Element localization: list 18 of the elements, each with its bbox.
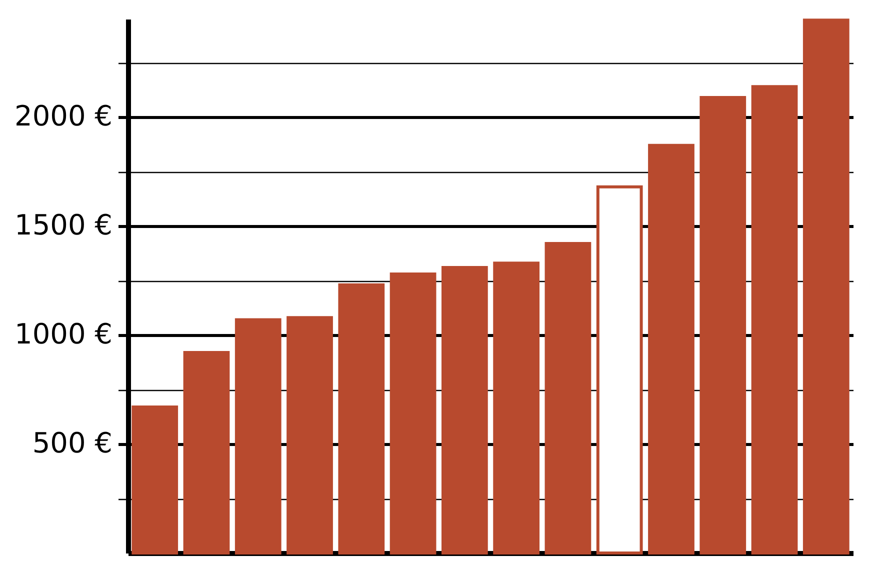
y-tick-label: 500 €: [32, 426, 112, 460]
bar: [751, 85, 798, 554]
bar: [132, 405, 178, 554]
y-tick-label: 1000 €: [14, 318, 112, 351]
bar: [648, 144, 694, 554]
bar: [390, 272, 436, 554]
bar: [596, 185, 643, 554]
y-tick-label: 2000 €: [14, 100, 112, 133]
bar: [544, 242, 592, 554]
y-tick-label: 1500 €: [14, 208, 112, 242]
bar: [493, 262, 540, 554]
bar: [700, 96, 746, 554]
bar: [802, 18, 850, 554]
bar: [234, 318, 282, 554]
bar: [338, 283, 385, 554]
bar: [286, 316, 333, 554]
bar: [183, 350, 230, 554]
bar: [441, 266, 488, 554]
